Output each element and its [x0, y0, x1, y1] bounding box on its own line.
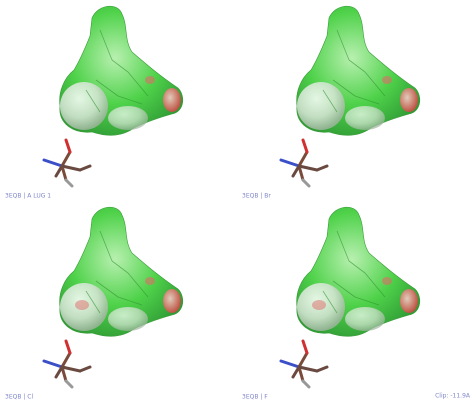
background — [0, 0, 474, 402]
surface-spot — [145, 277, 155, 285]
surface-spot — [312, 300, 326, 310]
surface-patch — [345, 307, 385, 331]
surface-patch — [345, 106, 385, 130]
surface-spot — [75, 300, 89, 310]
surface-sphere — [297, 82, 345, 130]
surface-patch — [108, 106, 148, 130]
clip-label: Clip: -11.9A — [435, 393, 471, 400]
surface-tip — [163, 289, 181, 313]
panel-label: 3EQB | Cl — [5, 394, 33, 401]
panel-label: 3EQB | F — [242, 394, 268, 401]
surface-spot — [145, 76, 155, 84]
viewer: Clip: -11.9A 3EQB | A LUG 1 3EQB | Br 3EQB… — [0, 0, 474, 402]
surface-sphere — [60, 82, 108, 130]
surface-tip — [163, 88, 181, 112]
surface-patch — [108, 307, 148, 331]
panel-label: 3EQB | Br — [242, 193, 271, 200]
surface-spot — [382, 76, 392, 84]
surface-spot — [382, 277, 392, 285]
panel-label: 3EQB | A LUG 1 — [5, 193, 51, 200]
surface-tip — [400, 88, 418, 112]
surface-tip — [400, 289, 418, 313]
